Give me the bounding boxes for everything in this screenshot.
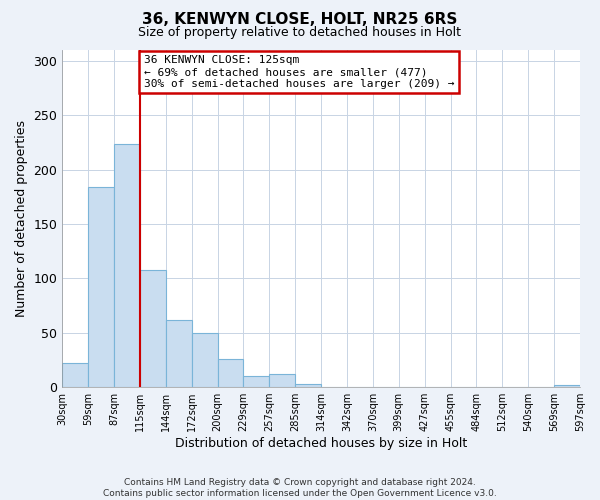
Bar xyxy=(114,144,140,387)
Bar xyxy=(554,385,580,387)
Bar xyxy=(192,332,218,387)
Text: 36 KENWYN CLOSE: 125sqm
← 69% of detached houses are smaller (477)
30% of semi-d: 36 KENWYN CLOSE: 125sqm ← 69% of detache… xyxy=(144,56,454,88)
Text: Size of property relative to detached houses in Holt: Size of property relative to detached ho… xyxy=(139,26,461,39)
Bar xyxy=(88,187,114,387)
Text: 36, KENWYN CLOSE, HOLT, NR25 6RS: 36, KENWYN CLOSE, HOLT, NR25 6RS xyxy=(142,12,458,28)
Text: Contains HM Land Registry data © Crown copyright and database right 2024.
Contai: Contains HM Land Registry data © Crown c… xyxy=(103,478,497,498)
Bar xyxy=(295,384,321,387)
Bar xyxy=(218,359,244,387)
Bar xyxy=(269,374,295,387)
Y-axis label: Number of detached properties: Number of detached properties xyxy=(15,120,28,317)
Bar xyxy=(140,270,166,387)
Bar xyxy=(244,376,269,387)
Bar xyxy=(166,320,192,387)
Bar xyxy=(62,363,88,387)
X-axis label: Distribution of detached houses by size in Holt: Distribution of detached houses by size … xyxy=(175,437,467,450)
